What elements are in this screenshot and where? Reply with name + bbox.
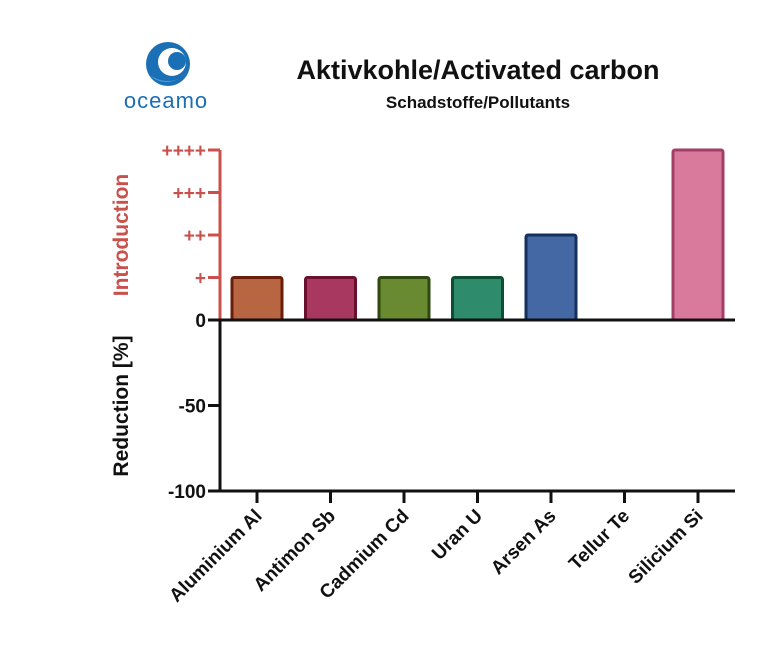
bar-1 — [230, 276, 284, 322]
bar-4 — [451, 276, 504, 322]
introduction-tick-label-4: ++++ — [162, 141, 206, 162]
introduction-tick-label-1: + — [195, 269, 206, 290]
reduction-axis-ticks: 0 -50 -100 — [168, 311, 220, 503]
chart-subtitle: Schadstoffe/Pollutants — [386, 93, 570, 112]
x-tick-label-6: Tellur Te — [565, 506, 634, 575]
x-axis-ticks — [255, 491, 700, 503]
bar-2 — [304, 276, 357, 322]
chart-title: Aktivkohle/Activated carbon — [296, 55, 659, 85]
bar-5 — [524, 233, 578, 322]
introduction-tick-label-2: ++ — [184, 226, 206, 247]
bar-7 — [671, 148, 725, 322]
bars-group — [230, 148, 725, 322]
introduction-axis-ticks: ++++++++++ — [162, 141, 220, 290]
reduction-tick-label-3: -100 — [168, 482, 206, 503]
x-tick-label-5: Arsen As — [487, 506, 560, 579]
logo-text: oceamo — [124, 88, 208, 113]
logo: oceamo — [124, 42, 208, 113]
reduction-tick-label-2: -50 — [179, 397, 206, 418]
introduction-axis-title: Introduction — [110, 174, 133, 296]
introduction-tick-label-3: +++ — [173, 184, 206, 205]
x-tick-label-1: Aluminium Al — [166, 506, 267, 607]
x-tick-label-4: Uran U — [428, 506, 487, 565]
reduction-axis-title: Reduction [%] — [110, 335, 133, 476]
oceamo-logo-icon — [146, 42, 190, 86]
bar-3 — [377, 276, 431, 322]
x-tick-label-7: Silicium Si — [625, 506, 708, 589]
reduction-tick-label-1: 0 — [195, 311, 206, 332]
